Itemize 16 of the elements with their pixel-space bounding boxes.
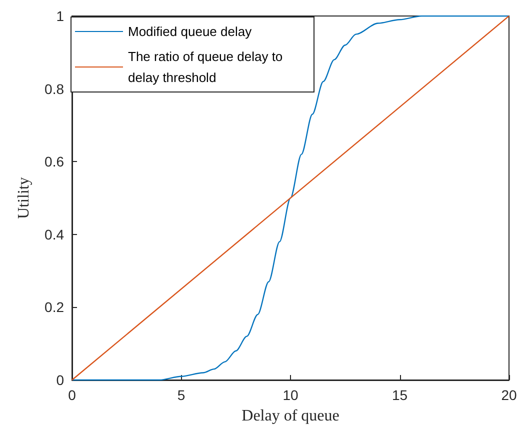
line-series <box>71 15 510 381</box>
x-tick-label: 20 <box>501 387 517 403</box>
y-tick-label: 1 <box>56 8 64 24</box>
legend-label: The ratio of queue delay to delay threshold <box>128 49 286 85</box>
y-tick-label: 0.6 <box>44 154 64 170</box>
y-tick-label: 0.8 <box>44 80 64 97</box>
x-tick-label: 10 <box>282 387 298 403</box>
y-tick-label: 0 <box>56 372 64 388</box>
x-axis-title: Delay of queue <box>242 408 340 424</box>
y-tick-label: 0.2 <box>44 299 64 316</box>
x-tick-label: 0 <box>68 387 76 403</box>
y-axis-title: Utility <box>16 177 32 219</box>
x-tick-label: 5 <box>177 387 186 403</box>
legend-label: Modified queue delay <box>128 24 252 39</box>
x-tick-label: 15 <box>392 387 408 403</box>
y-tick-label: 0.4 <box>44 226 64 242</box>
